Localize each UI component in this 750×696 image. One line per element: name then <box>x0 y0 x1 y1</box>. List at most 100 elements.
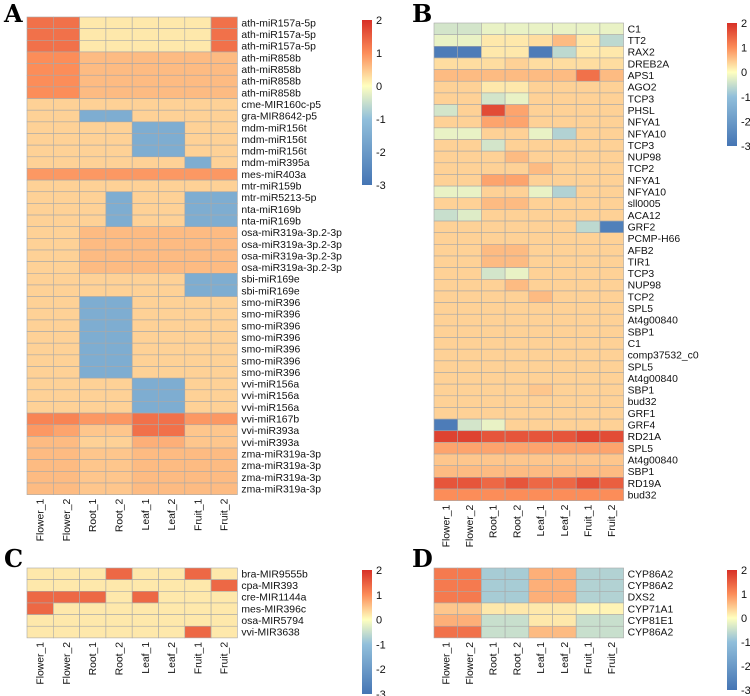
legend-tick-label: 1 <box>741 43 747 55</box>
panel-letter: B <box>412 0 432 28</box>
heatmap-cell <box>210 296 238 309</box>
heatmap-cell <box>105 133 133 146</box>
heatmap-cell <box>184 156 212 169</box>
heatmap-cell <box>79 249 107 262</box>
heatmap-cell <box>184 459 212 472</box>
row-label: At4g00840 <box>628 455 678 466</box>
heatmap-cell <box>26 226 54 239</box>
heatmap-cell <box>210 191 238 204</box>
heatmap-cell <box>457 197 482 210</box>
panel-d: DCYP86A2CYP86A2DXS2CYP71A1CYP81E1CYP86A2… <box>412 544 750 696</box>
heatmap-cell <box>52 238 80 251</box>
heatmap-cell <box>457 290 482 303</box>
heatmap-cell <box>158 590 186 604</box>
heatmap-cell <box>131 272 159 286</box>
heatmap-cell <box>26 98 54 111</box>
heatmap-cell <box>599 69 624 82</box>
heatmap-cell <box>52 590 80 604</box>
heatmap-cell <box>552 602 577 615</box>
heatmap-cell <box>105 168 133 181</box>
row-label: mdm-miR156t <box>241 123 306 134</box>
heatmap-cell <box>184 447 212 460</box>
heatmap-cell <box>433 209 459 222</box>
heatmap-cell <box>105 39 133 53</box>
heatmap-cell <box>79 168 107 181</box>
heatmap-cell <box>457 465 482 478</box>
heatmap-cell <box>158 567 186 580</box>
heatmap-cell <box>79 590 107 604</box>
heatmap-cell <box>457 162 482 175</box>
heatmap-cell <box>184 319 212 332</box>
heatmap-cell <box>575 407 601 420</box>
heatmap-cell <box>457 92 482 105</box>
heatmap-cell <box>599 477 624 490</box>
heatmap-cell <box>457 209 482 222</box>
heatmap-cell <box>528 139 553 152</box>
heatmap-cell <box>433 57 459 70</box>
heatmap-cell <box>79 63 107 76</box>
heatmap-cell <box>158 261 186 274</box>
heatmap-cell <box>528 220 553 234</box>
row-label: RD19A <box>628 479 662 490</box>
heatmap-cell <box>158 436 186 449</box>
heatmap-cell <box>158 366 186 379</box>
heatmap-cell <box>105 296 133 309</box>
heatmap-cell <box>599 174 624 187</box>
heatmap-cell <box>552 442 577 455</box>
heatmap-cell <box>481 174 506 187</box>
heatmap-cell <box>481 209 506 222</box>
heatmap-cell <box>184 98 212 111</box>
heatmap-cell <box>481 383 506 397</box>
column-label: Root_1 <box>88 642 99 676</box>
heatmap-cell <box>131 249 159 262</box>
heatmap-cell <box>52 354 80 367</box>
heatmap-cell <box>575 579 601 592</box>
heatmap-cell <box>79 156 107 169</box>
heatmap-cell <box>433 267 459 280</box>
heatmap-cell <box>457 69 482 82</box>
heatmap-cell <box>552 579 577 592</box>
heatmap-cell <box>184 261 212 274</box>
heatmap-cell <box>184 401 212 414</box>
heatmap-cell <box>210 179 238 193</box>
column-label: Flower_1 <box>36 642 47 685</box>
heatmap-cell <box>131 389 159 402</box>
row-label: CYP86A2 <box>628 581 674 592</box>
heatmap-cell <box>575 602 601 615</box>
heatmap-cell <box>504 278 530 292</box>
heatmap-cell <box>528 418 553 432</box>
row-label: C1 <box>628 24 642 35</box>
row-label: NUP98 <box>628 281 662 292</box>
color-legend: 2 1 0 -1 -2 -3 <box>362 565 386 696</box>
heatmap-cell <box>528 57 553 70</box>
heatmap-cell <box>52 74 80 88</box>
column-label: Leaf_2 <box>167 498 178 530</box>
heatmap-cell <box>131 214 159 228</box>
row-label: PHSL <box>628 106 655 117</box>
heatmap-cell <box>131 98 159 111</box>
heatmap-cell <box>184 214 212 228</box>
heatmap-cell <box>599 244 624 257</box>
row-label: vvi-miR393a <box>241 438 299 449</box>
heatmap-cell <box>528 255 553 268</box>
heatmap-cell <box>131 590 159 604</box>
row-label: CYP81E1 <box>628 616 674 627</box>
column-label: Leaf_2 <box>167 642 178 674</box>
heatmap-cell <box>210 424 238 437</box>
heatmap-cell <box>184 51 212 64</box>
heatmap-cell <box>457 185 482 199</box>
heatmap-cell <box>552 430 577 443</box>
legend-tick-label: 1 <box>376 590 382 602</box>
heatmap-cell <box>433 92 459 105</box>
heatmap-cell <box>552 255 577 268</box>
heatmap-cell <box>26 459 54 472</box>
heatmap-cell <box>131 307 159 321</box>
heatmap-cell <box>26 342 54 356</box>
column-label: Leaf_1 <box>536 504 547 536</box>
row-label: GRF2 <box>628 222 656 233</box>
heatmap-cell <box>552 395 577 408</box>
heatmap-cell <box>26 296 54 309</box>
heatmap-cell <box>26 51 54 64</box>
heatmap-cell <box>599 209 624 222</box>
heatmap-cell <box>599 453 624 466</box>
